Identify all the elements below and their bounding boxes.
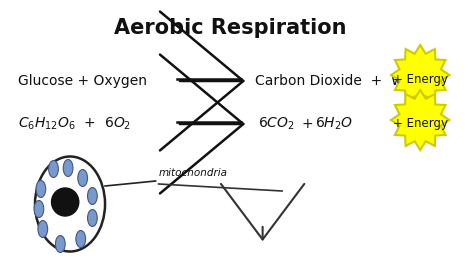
Text: Aerobic Respiration: Aerobic Respiration <box>114 18 347 38</box>
Ellipse shape <box>88 188 97 205</box>
Text: mitochondria: mitochondria <box>158 168 228 178</box>
Text: $C_6H_{12}O_6$  +  $6O_2$: $C_6H_{12}O_6$ + $6O_2$ <box>18 116 131 132</box>
Ellipse shape <box>35 156 105 251</box>
Ellipse shape <box>78 169 88 186</box>
Text: $6CO_2$: $6CO_2$ <box>258 116 294 132</box>
Polygon shape <box>391 90 449 150</box>
Ellipse shape <box>34 201 44 218</box>
Text: $6H_2O$: $6H_2O$ <box>315 116 353 132</box>
Text: +: + <box>301 117 313 131</box>
Ellipse shape <box>88 210 97 227</box>
Text: Glucose + Oxygen: Glucose + Oxygen <box>18 74 146 88</box>
Text: Carbon Dioxide  +  Water: Carbon Dioxide + Water <box>255 74 432 88</box>
Ellipse shape <box>49 160 58 177</box>
Ellipse shape <box>55 235 65 252</box>
Circle shape <box>52 188 79 216</box>
Ellipse shape <box>76 231 86 247</box>
Ellipse shape <box>36 181 46 197</box>
Ellipse shape <box>63 160 73 177</box>
Ellipse shape <box>38 221 48 238</box>
Text: + Energy: + Energy <box>392 118 448 131</box>
Polygon shape <box>391 45 449 105</box>
Text: + Energy: + Energy <box>392 73 448 85</box>
